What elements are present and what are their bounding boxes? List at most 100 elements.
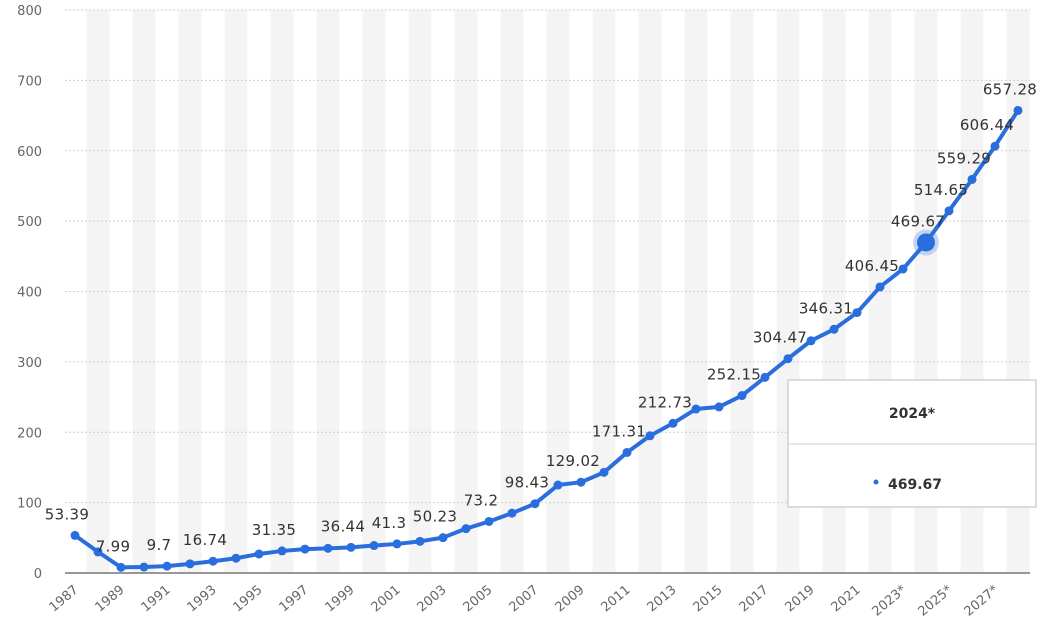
point bbox=[760, 372, 770, 382]
data-label: 212.73 bbox=[638, 393, 692, 411]
x-tick-label: 2005 bbox=[461, 583, 496, 616]
stripe bbox=[132, 10, 156, 573]
data-label: 36.44 bbox=[321, 517, 365, 535]
data-label: 73.2 bbox=[464, 491, 499, 509]
point bbox=[139, 562, 149, 572]
data-label: 129.02 bbox=[546, 452, 600, 470]
point bbox=[231, 553, 241, 563]
data-label: 657.28 bbox=[983, 80, 1037, 98]
data-label: 346.31 bbox=[799, 299, 853, 317]
point bbox=[737, 391, 747, 401]
stripe bbox=[684, 10, 708, 573]
tooltip-dot bbox=[873, 479, 879, 485]
data-label: 606.44 bbox=[960, 116, 1014, 134]
y-tick-label: 300 bbox=[17, 356, 42, 371]
tooltip: 2024* 469.67 bbox=[787, 379, 1037, 508]
point bbox=[208, 556, 218, 566]
tooltip-value: 469.67 bbox=[888, 477, 942, 493]
point bbox=[714, 402, 724, 412]
data-label: 98.43 bbox=[505, 474, 549, 492]
point bbox=[70, 530, 80, 540]
y-tick-label: 700 bbox=[17, 74, 42, 89]
stripe bbox=[316, 10, 340, 573]
stripe bbox=[592, 10, 616, 573]
point bbox=[875, 282, 885, 292]
data-label: 406.45 bbox=[845, 257, 899, 275]
data-label: 7.99 bbox=[96, 537, 131, 555]
x-tick-label: 2027* bbox=[962, 582, 1002, 619]
point bbox=[254, 549, 264, 559]
point bbox=[185, 559, 195, 569]
point bbox=[93, 547, 103, 557]
point bbox=[116, 562, 126, 572]
point bbox=[576, 477, 586, 487]
x-tick-label: 2023* bbox=[870, 582, 910, 619]
point bbox=[392, 539, 402, 549]
y-tick-label: 800 bbox=[17, 4, 42, 19]
data-label: 469.67 bbox=[891, 212, 945, 230]
point bbox=[438, 533, 448, 543]
x-tick-label: 2003 bbox=[415, 583, 450, 616]
data-label: 50.23 bbox=[413, 508, 457, 526]
point bbox=[277, 546, 287, 556]
x-tick-label: 2025* bbox=[916, 582, 956, 619]
point bbox=[300, 544, 310, 554]
data-label: 53.39 bbox=[45, 505, 89, 523]
x-tick-label: 2015 bbox=[691, 583, 726, 616]
point bbox=[346, 542, 356, 552]
x-tick-label: 1991 bbox=[139, 583, 174, 616]
y-tick-label: 200 bbox=[17, 426, 42, 441]
point bbox=[484, 516, 494, 526]
x-tick-label: 1993 bbox=[185, 583, 220, 616]
point bbox=[944, 206, 954, 216]
point bbox=[599, 467, 609, 477]
tooltip-title: 2024* bbox=[889, 406, 936, 422]
point bbox=[323, 543, 333, 553]
x-tick-label: 2011 bbox=[599, 583, 634, 616]
point bbox=[668, 418, 678, 428]
point bbox=[967, 174, 977, 184]
point bbox=[415, 536, 425, 546]
point bbox=[162, 561, 172, 571]
y-tick-label: 0 bbox=[34, 567, 42, 582]
y-tick-label: 600 bbox=[17, 145, 42, 160]
point bbox=[806, 336, 816, 346]
data-label: 252.15 bbox=[707, 366, 761, 384]
data-label: 559.29 bbox=[937, 149, 991, 167]
x-tick-label: 2017 bbox=[737, 583, 772, 616]
data-label: 31.35 bbox=[252, 521, 296, 539]
point bbox=[852, 308, 862, 318]
data-label: 304.47 bbox=[753, 329, 807, 347]
y-tick-label: 500 bbox=[17, 215, 42, 230]
data-label: 41.3 bbox=[372, 514, 407, 532]
x-tick-label: 1997 bbox=[277, 583, 312, 616]
x-tick-label: 2007 bbox=[507, 583, 542, 616]
x-tick-label: 1999 bbox=[323, 583, 358, 616]
x-tick-label: 2013 bbox=[645, 583, 680, 616]
data-label: 16.74 bbox=[183, 531, 227, 549]
point bbox=[898, 264, 908, 274]
point bbox=[369, 541, 379, 551]
point bbox=[783, 354, 793, 364]
point bbox=[507, 508, 517, 518]
point bbox=[553, 480, 563, 490]
data-label: 9.7 bbox=[147, 536, 172, 554]
point bbox=[622, 447, 632, 457]
point bbox=[691, 404, 701, 414]
x-tick-label: 1987 bbox=[47, 583, 82, 616]
point bbox=[461, 524, 471, 534]
y-tick-label: 400 bbox=[17, 286, 42, 301]
x-tick-label: 2001 bbox=[369, 583, 404, 616]
point bbox=[645, 431, 655, 441]
data-label: 514.65 bbox=[914, 181, 968, 199]
highlight-point bbox=[917, 233, 935, 252]
x-tick-label: 2019 bbox=[783, 583, 818, 616]
point bbox=[829, 324, 839, 334]
x-tick-label: 2009 bbox=[553, 583, 588, 616]
stripe bbox=[408, 10, 432, 573]
data-label: 171.31 bbox=[592, 422, 646, 440]
point bbox=[1013, 105, 1023, 115]
x-tick-label: 1995 bbox=[231, 583, 266, 616]
x-tick-label: 2021 bbox=[829, 583, 864, 616]
